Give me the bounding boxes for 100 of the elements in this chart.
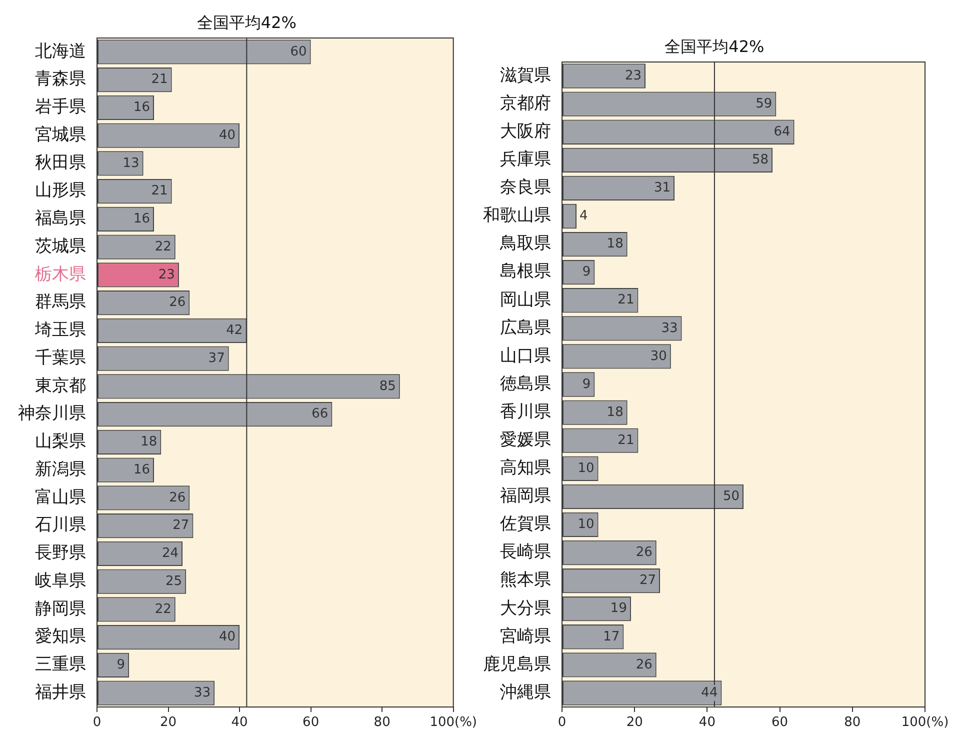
y-tick-label: 千葉県 — [35, 348, 86, 368]
y-tick-label: 佐賀県 — [500, 514, 551, 534]
data-label: 17 — [603, 629, 620, 644]
y-tick-label: 愛媛県 — [500, 430, 551, 450]
data-label: 58 — [752, 152, 769, 168]
y-tick-label: 石川県 — [35, 515, 86, 536]
data-label: 33 — [661, 320, 678, 336]
y-tick-label: 鹿児島県 — [483, 654, 551, 674]
y-tick-label: 秋田県 — [35, 152, 86, 173]
data-label: 10 — [578, 517, 594, 532]
data-label: 37 — [208, 350, 225, 366]
y-tick-label: 奈良県 — [500, 178, 551, 198]
y-tick-label: 沖縄県 — [500, 682, 551, 702]
x-tick-label: 0 — [92, 715, 102, 730]
data-label: 40 — [218, 128, 236, 143]
y-tick-label: 和歌山県 — [483, 206, 551, 226]
y-tick-label: 山口県 — [500, 346, 551, 366]
x-tick-label: 80 — [374, 715, 390, 730]
data-label: 16 — [133, 462, 150, 478]
y-tick-label: 岐阜県 — [35, 570, 86, 591]
y-tick-label: 岩手県 — [35, 97, 86, 118]
data-label: 21 — [618, 432, 634, 448]
data-label: 18 — [606, 236, 624, 252]
data-label: 26 — [169, 490, 186, 506]
data-label: 21 — [618, 292, 634, 308]
data-label: 18 — [140, 434, 158, 450]
data-label: 42 — [226, 323, 243, 338]
y-tick-label: 福岡県 — [500, 486, 551, 506]
y-tick-label: 滋賀県 — [500, 65, 551, 86]
y-tick-label: 茨城県 — [35, 236, 86, 256]
data-label: 85 — [379, 378, 396, 394]
y-tick-label: 神奈川県 — [18, 404, 86, 424]
data-label: 24 — [162, 546, 179, 562]
data-label: 22 — [154, 602, 172, 617]
y-tick-label: 岡山県 — [500, 290, 551, 310]
y-tick-label: 徳島県 — [500, 374, 551, 394]
y-tick-label: 京都府 — [500, 93, 551, 114]
y-tick-label: 青森県 — [35, 69, 86, 90]
data-label: 64 — [774, 124, 790, 140]
x-tick-label: 40 — [231, 715, 248, 730]
data-label: 9 — [582, 264, 591, 280]
y-tick-label: 鳥取県 — [499, 234, 551, 254]
data-label: 23 — [624, 68, 642, 84]
x-tick-label: 20 — [160, 715, 177, 730]
x-tick-label: 40 — [698, 715, 716, 730]
x-tick-label: 20 — [626, 715, 643, 730]
y-tick-label: 島根県 — [500, 262, 551, 282]
data-label: 13 — [122, 156, 140, 171]
y-tick-label: 静岡県 — [35, 598, 86, 619]
data-label: 26 — [636, 545, 652, 560]
data-label: 26 — [169, 295, 186, 310]
y-tick-label: 長野県 — [35, 543, 86, 564]
y-tick-label: 高知県 — [500, 458, 551, 478]
data-label: 9 — [582, 376, 591, 392]
x-tick-label: 60 — [302, 715, 320, 730]
data-label: 30 — [650, 348, 667, 364]
y-tick-label: 長崎県 — [500, 542, 551, 562]
y-tick-label: 宮城県 — [35, 124, 86, 145]
data-label: 66 — [312, 406, 328, 422]
x-tick-label: 100(%) — [430, 715, 477, 730]
data-label: 59 — [756, 96, 772, 112]
y-tick-label: 山梨県 — [35, 432, 86, 452]
data-label: 16 — [133, 100, 150, 116]
y-tick-label: 栃木県 — [35, 264, 86, 284]
y-tick-label: 山形県 — [35, 180, 86, 201]
y-tick-label: 新潟県 — [35, 459, 86, 480]
data-label: 18 — [606, 404, 624, 420]
data-label: 27 — [172, 518, 190, 534]
y-tick-label: 群馬県 — [35, 292, 86, 312]
data-label: 25 — [166, 574, 182, 589]
y-tick-label: 福井県 — [35, 682, 86, 702]
x-tick-label: 80 — [844, 715, 861, 730]
data-label: 9 — [116, 658, 126, 673]
data-label: 50 — [722, 489, 740, 504]
y-tick-label: 大阪府 — [500, 122, 551, 142]
data-label: 27 — [639, 573, 656, 588]
data-label: 19 — [610, 601, 627, 616]
y-tick-label: 大分県 — [500, 598, 551, 618]
ref-line-label: 全国平均42% — [196, 13, 296, 32]
y-tick-label: 東京都 — [35, 376, 86, 396]
data-label: 44 — [701, 685, 718, 700]
data-label: 60 — [290, 44, 307, 60]
data-label: 33 — [194, 685, 211, 700]
data-label: 16 — [133, 212, 150, 227]
y-tick-label: 広島県 — [500, 318, 551, 338]
x-tick-label: 60 — [772, 715, 788, 730]
data-label: 21 — [151, 184, 168, 199]
data-label: 23 — [158, 267, 175, 282]
y-tick-label: 愛知県 — [35, 626, 86, 647]
y-tick-label: 兵庫県 — [500, 150, 551, 170]
y-tick-label: 埼玉県 — [34, 320, 86, 340]
data-label: 40 — [218, 630, 236, 645]
data-label: 4 — [580, 208, 588, 224]
data-label: 26 — [636, 657, 652, 672]
x-tick-label: 0 — [558, 715, 566, 730]
data-label: 31 — [654, 180, 671, 196]
y-tick-label: 熊本県 — [500, 570, 551, 590]
x-tick-label: 100(%) — [901, 715, 949, 730]
y-tick-label: 香川県 — [500, 402, 551, 422]
y-tick-label: 富山県 — [35, 487, 86, 508]
